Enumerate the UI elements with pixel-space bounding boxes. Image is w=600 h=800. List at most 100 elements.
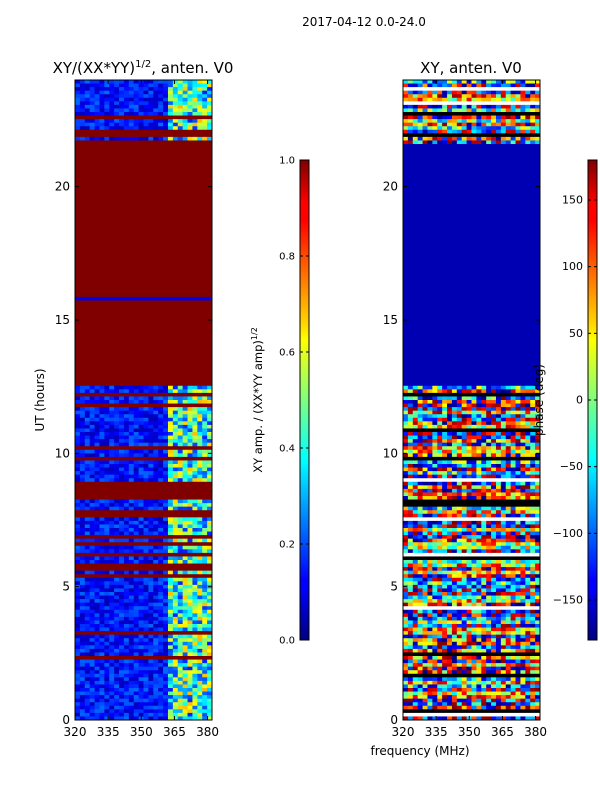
heatmap-cell [422,581,428,586]
heatmap-cell [471,592,477,596]
heatmap-cell [94,94,100,99]
heatmap-cell [481,538,487,543]
heatmap-cell [172,439,179,443]
heatmap-cell [104,638,110,643]
heatmap-cell [119,122,125,127]
heatmap-cell [403,624,409,628]
heatmap-cell [476,474,482,479]
heatmap-cell [167,471,174,475]
amplitude-ratio-heatmap [75,80,212,720]
heatmap-cell [427,506,433,511]
heatmap-cell [476,648,482,653]
heatmap-cell [447,528,453,532]
heatmap-cell [422,588,428,593]
heatmap-cell [167,453,174,458]
heatmap-cell [163,645,169,650]
heatmap-cell [109,549,115,554]
heatmap-cell [530,520,536,525]
heatmap-cell [202,570,208,575]
heatmap-cell [481,442,487,447]
heatmap-cell [114,467,120,472]
heatmap-cell [495,560,502,564]
heatmap-cell [128,609,135,614]
heatmap-cell [109,588,115,593]
heatmap-cell [447,577,453,582]
heatmap-cell [466,396,472,401]
heatmap-cell [79,670,86,675]
heatmap-cell [79,474,86,479]
heatmap-row [75,250,212,255]
heatmap-cell [505,641,511,646]
heatmap-cell [417,104,423,109]
heatmap-cell [99,577,105,582]
heatmap-cell [187,702,193,707]
heatmap-cell [447,599,453,603]
heatmap-cell [148,474,154,479]
heatmap-cell [187,634,193,639]
heatmap-cell [495,122,502,127]
heatmap-cell [515,577,521,582]
heatmap-cell [412,140,418,145]
heatmap-cell [94,556,100,561]
heatmap-cell [437,570,443,575]
heatmap-cell [535,616,540,621]
heatmap-cell [114,652,120,657]
heatmap-cell [197,613,203,618]
heatmap-cell [476,513,482,518]
colorbar-tick-label: 0.6 [279,348,295,359]
heatmap-cell [163,453,169,458]
heatmap-cell [427,570,433,575]
heatmap-cell [447,385,453,390]
heatmap-cell [447,542,453,547]
heatmap-cell [128,136,135,141]
heatmap-cell [89,606,95,611]
heatmap-cell [427,129,433,134]
heatmap-cell [437,140,443,145]
heatmap-cell [158,620,164,625]
heatmap-cell [437,389,443,394]
heatmap-cell [94,464,100,468]
heatmap-cell [99,122,105,127]
y-tick-label: 15 [55,313,70,327]
heatmap-cell [417,595,423,600]
heatmap-cell [525,407,531,411]
heatmap-cell [202,684,208,689]
heatmap-cell [432,80,438,84]
heatmap-cell [417,464,423,468]
heatmap-cell [505,129,511,134]
heatmap-cell [461,424,467,429]
heatmap-cell [79,122,86,127]
heatmap-cell [456,481,463,486]
heatmap-cell [486,631,492,635]
heatmap-cell [422,648,428,653]
heatmap-cell [99,442,105,447]
heatmap-cell [148,442,154,447]
heatmap-cell [163,698,169,703]
heatmap-cell [432,659,438,664]
heatmap-cell [187,517,193,522]
heatmap-cell [128,677,135,682]
heatmap-cell [138,602,144,607]
heatmap-cell [158,641,164,646]
heatmap-cell [114,101,120,106]
heatmap-cell [456,136,463,141]
heatmap-cell [427,407,433,411]
heatmap-cell [75,705,81,710]
heatmap-cell [456,631,463,635]
heatmap-cell [442,414,448,419]
heatmap-cell [427,520,433,525]
heatmap-cell [128,652,135,657]
heatmap-cell [427,414,433,419]
heatmap-cell [182,474,188,479]
heatmap-cell [437,624,443,628]
heatmap-cell [99,624,105,628]
heatmap-row [75,229,212,234]
heatmap-cell [427,464,433,468]
heatmap-cell [505,471,511,475]
heatmap-cell [427,410,433,415]
heatmap-cell [412,570,418,575]
heatmap-cell [133,609,139,614]
heatmap-cell [133,638,139,643]
heatmap-cell [422,510,428,515]
heatmap-cell [138,410,144,415]
